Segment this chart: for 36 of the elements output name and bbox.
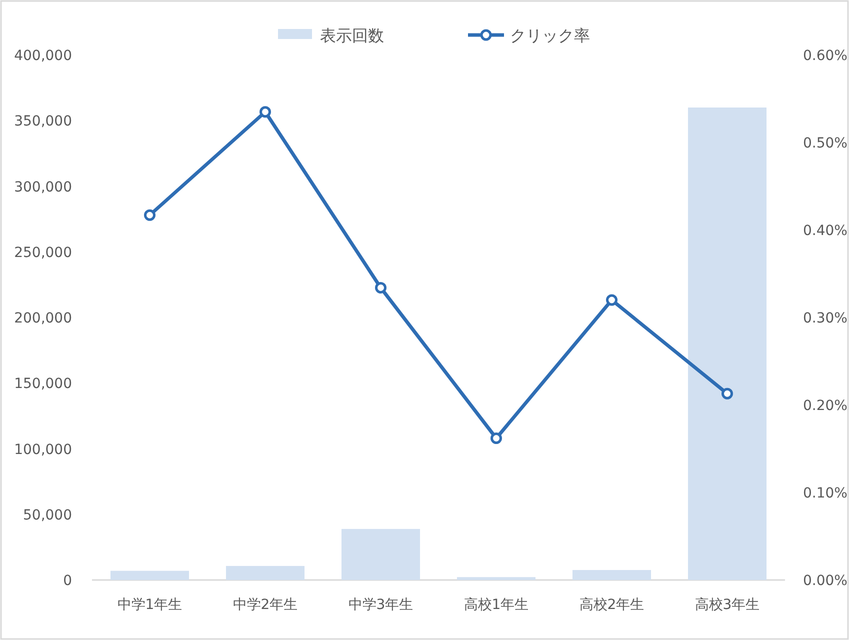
point — [144, 209, 156, 221]
bar — [341, 528, 420, 580]
y-tick-label: 100,000 — [14, 442, 72, 458]
y-tick-label: 300,000 — [14, 179, 72, 196]
point — [722, 388, 733, 400]
x-tick-label: 高校1年生 — [464, 597, 529, 613]
y2-tick-label: 0.10% — [803, 486, 848, 502]
point — [490, 432, 502, 444]
bar — [688, 108, 767, 580]
bar — [456, 577, 536, 580]
y2-tick-label: 0.60% — [803, 48, 848, 64]
legend-label: クリック率 — [510, 26, 590, 45]
bar — [226, 566, 305, 580]
point — [375, 282, 386, 294]
point — [606, 294, 618, 306]
y2-tick-label: 0.50% — [803, 136, 848, 152]
y2-tick-label: 0.30% — [803, 310, 848, 326]
bar — [572, 570, 652, 580]
y-tick-label: 250,000 — [14, 244, 72, 261]
y-tick-label: 150,000 — [14, 376, 72, 392]
x-tick-label: 中学3年生 — [348, 597, 414, 613]
legend-label: 表示回数 — [320, 26, 384, 45]
point — [260, 106, 271, 118]
x-tick-label: 高校2年生 — [579, 597, 644, 613]
bar — [110, 570, 190, 580]
x-tick-label: 中学1年生 — [117, 597, 182, 613]
y2-tick-label: 0.00% — [803, 573, 848, 589]
y2-tick-label: 0.40% — [803, 223, 848, 239]
y-tick-label: 200,000 — [14, 310, 72, 326]
y-tick-label: 0 — [63, 573, 72, 589]
x-tick-label: 高校3年生 — [694, 597, 760, 613]
x-tick-label: 中学2年生 — [232, 597, 298, 613]
y-tick-label: 50,000 — [23, 507, 72, 524]
y-tick-label: 400,000 — [14, 48, 72, 64]
y2-tick-label: 0.20% — [803, 398, 848, 414]
y-tick-label: 350,000 — [14, 114, 72, 130]
